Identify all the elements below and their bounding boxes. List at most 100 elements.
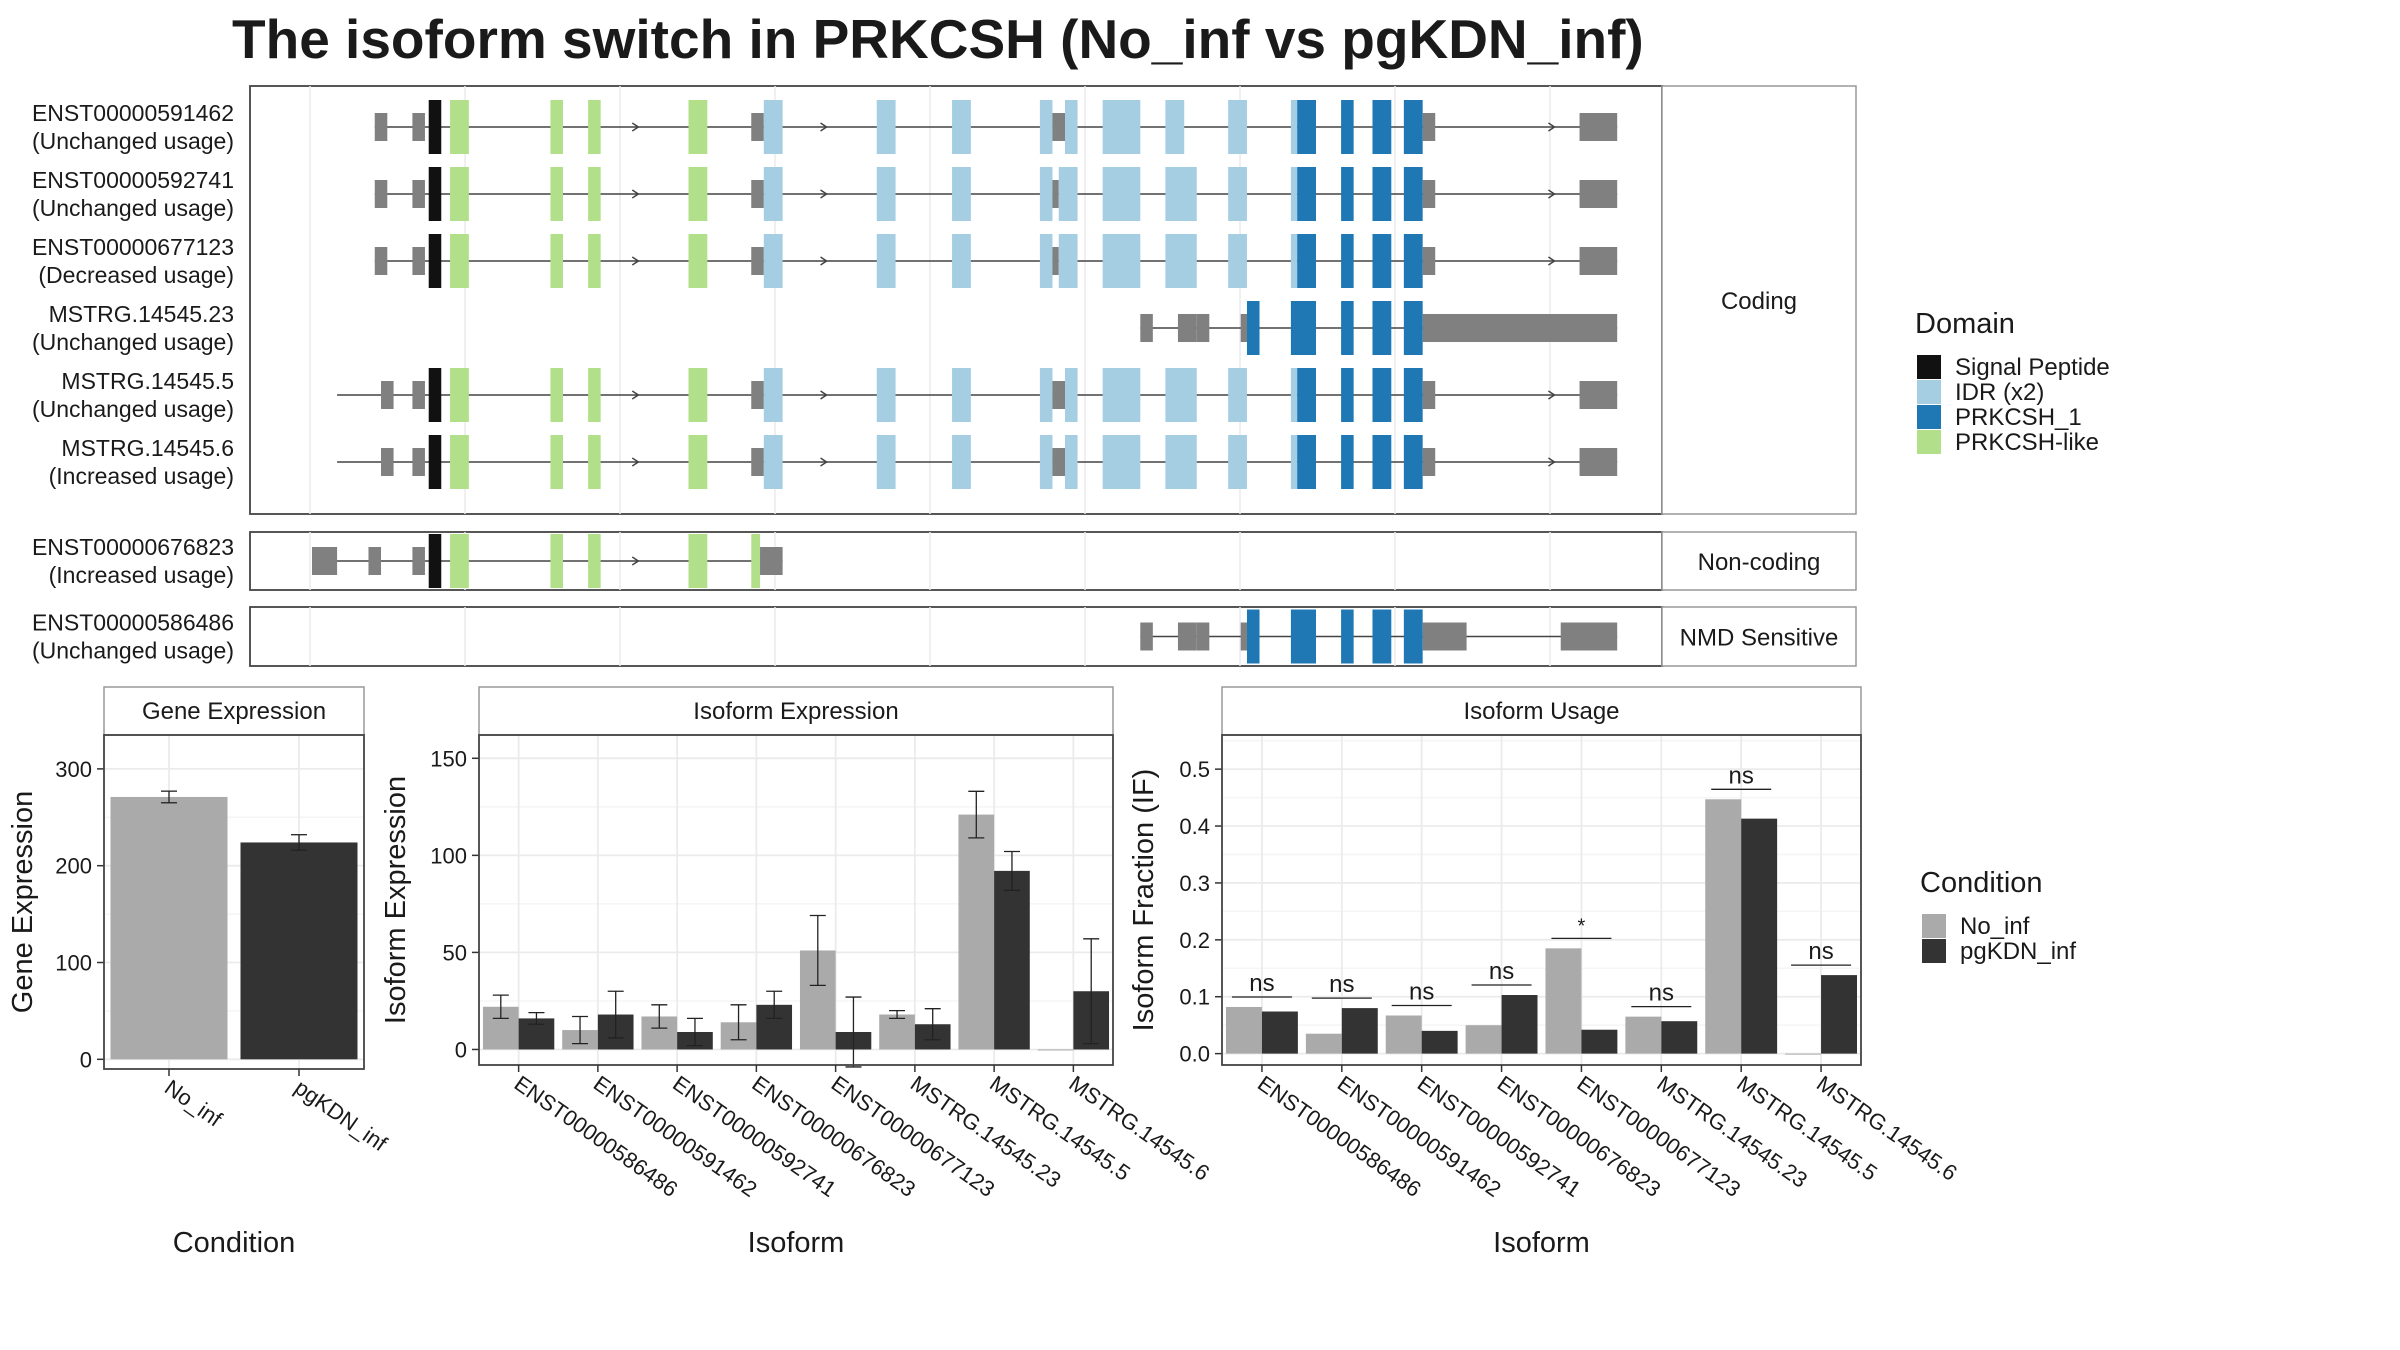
utr-exon xyxy=(1422,180,1436,208)
domain-exon-idr-x2 xyxy=(1165,234,1197,288)
strand-arrow xyxy=(1548,256,1556,266)
y-tick-label: 0.1 xyxy=(1179,985,1210,1010)
isoform-usage-panel: Isoform Usage 0.0 0.1 0.2 0.3 0.4 0.5 ns ns ns ns *… xyxy=(1128,686,1962,1259)
y-tick-label: 0 xyxy=(80,1047,92,1072)
utr-exon xyxy=(751,180,764,208)
domain-exon-prkcsh-like xyxy=(588,167,601,221)
utr-exon xyxy=(374,247,388,275)
figure-title: The isoform switch in PRKCSH (No_inf vs … xyxy=(232,8,1644,70)
domain-exon-prkcsh-1 xyxy=(1341,100,1354,154)
domain-exon-prkcsh-1 xyxy=(1341,435,1354,489)
utr-exon xyxy=(1240,622,1247,651)
domain-exon-prkcsh-like xyxy=(688,234,708,288)
y-tick-label: 0.2 xyxy=(1179,928,1210,953)
strip-label: Isoform Usage xyxy=(1463,698,1619,725)
x-axis-title: Isoform xyxy=(748,1227,845,1259)
bar xyxy=(1465,1025,1502,1054)
strip-label: Gene Expression xyxy=(142,698,326,725)
domain-exon-idr-x2 xyxy=(1290,167,1298,221)
transcript-id-label: ENST00000677123 xyxy=(32,234,234,260)
domain-exon-idr-x2 xyxy=(1165,368,1197,422)
domain-exon-prkcsh-1 xyxy=(1341,368,1354,422)
domain-exon-idr-x2 xyxy=(952,435,971,489)
transcript-enst00000586486: ENST00000586486(Unchanged usage) xyxy=(32,609,1618,664)
significance-label: ns xyxy=(1649,980,1674,1007)
domain-exon-prkcsh-like xyxy=(688,167,708,221)
domain-exon-prkcsh-like xyxy=(688,368,708,422)
strip-box xyxy=(478,686,1114,736)
domain-exon-idr-x2 xyxy=(1039,167,1053,221)
utr-exon xyxy=(1052,180,1059,208)
y-tick-label: 300 xyxy=(55,757,92,782)
strip-label: Non-coding xyxy=(1698,549,1821,576)
strip-label: NMD Sensitive xyxy=(1680,625,1839,652)
domain-exon-prkcsh-1 xyxy=(1297,100,1316,154)
y-tick-label: 0.4 xyxy=(1179,814,1210,839)
domain-exon-idr-x2 xyxy=(763,167,783,221)
strip-box xyxy=(1661,531,1857,591)
y-tick-label: 100 xyxy=(430,843,467,868)
domain-exon-prkcsh-like xyxy=(450,534,469,588)
domain-exon-prkcsh-1 xyxy=(1403,100,1423,154)
domain-exon-signal-peptide xyxy=(428,368,442,422)
domain-exon-idr-x2 xyxy=(1228,234,1247,288)
domain-exon-idr-x2 xyxy=(1065,368,1078,422)
isoform-expression-panel: Isoform Expression050100150ENST000005864… xyxy=(380,686,1214,1259)
transcript-usage-label: (Increased usage) xyxy=(49,463,234,489)
strip-label: Isoform Expression xyxy=(693,698,898,725)
transcript-enst00000592741: ENST00000592741(Unchanged usage) xyxy=(32,167,1618,221)
domain-exon-prkcsh-1 xyxy=(1372,301,1392,355)
domain-exon-idr-x2 xyxy=(1165,100,1185,154)
transcript-enst00000677123: ENST00000677123(Decreased usage) xyxy=(32,234,1618,288)
y-tick-label: 0.5 xyxy=(1179,757,1210,782)
structure-panel-nmd-sensitive: NMD Sensitive ENST00000586486(Unchanged u… xyxy=(32,606,1857,667)
structure-panel-non-coding: Non-coding ENST00000676823(Increased usag… xyxy=(32,531,1857,591)
domain-exon-prkcsh-like xyxy=(450,100,469,154)
bar xyxy=(958,814,995,1050)
utr-exon xyxy=(381,381,394,409)
domain-exon-prkcsh-like xyxy=(688,435,708,489)
bar xyxy=(1225,1006,1262,1054)
y-tick-label: 150 xyxy=(430,746,467,771)
domain-exon-prkcsh-like xyxy=(550,534,563,588)
panel-border xyxy=(478,734,1114,1066)
panel-border xyxy=(1221,734,1862,1066)
bar xyxy=(1625,1016,1662,1054)
utr-exon xyxy=(368,547,382,575)
domain-exon-signal-peptide xyxy=(428,435,442,489)
significance-label: ns xyxy=(1489,958,1514,985)
strip-box xyxy=(1661,85,1857,515)
domain-exon-prkcsh-like xyxy=(688,100,708,154)
domain-exon-idr-x2 xyxy=(1102,100,1141,154)
strand-arrow xyxy=(820,256,828,266)
legend-key-prkcsh-1 xyxy=(1917,405,1941,429)
bar xyxy=(1741,818,1778,1054)
domain-exon-idr-x2 xyxy=(763,234,783,288)
domain-exon-prkcsh-1 xyxy=(1372,167,1392,221)
bar xyxy=(110,796,228,1060)
utr-exon xyxy=(1579,180,1618,208)
utr-exon xyxy=(1052,448,1065,476)
gene-expression-panel: Gene Expression 0 100 200 300 No_inf pgKDN_inf… xyxy=(7,686,392,1259)
utr-exon xyxy=(1140,622,1153,651)
y-axis-title: Isoform Fraction (IF) xyxy=(1128,769,1160,1032)
domain-exon-idr-x2 xyxy=(763,435,783,489)
domain-exon-idr-x2 xyxy=(1065,100,1078,154)
strand-arrow xyxy=(631,556,640,566)
x-tick-label: MSTRG.14545.6 xyxy=(1812,1071,1962,1186)
utr-exon xyxy=(1579,381,1618,409)
domain-exon-prkcsh-like xyxy=(450,167,469,221)
y-tick-label: 0.3 xyxy=(1179,871,1210,896)
panel-border xyxy=(103,734,365,1070)
domain-exon-prkcsh-1 xyxy=(1372,435,1392,489)
bar xyxy=(1501,995,1538,1054)
domain-exon-prkcsh-1 xyxy=(1372,234,1392,288)
domain-exon-prkcsh-1 xyxy=(1290,609,1316,664)
utr-exon xyxy=(1560,622,1618,651)
domain-exon-idr-x2 xyxy=(1228,368,1247,422)
domain-exon-prkcsh-1 xyxy=(1297,167,1316,221)
bar xyxy=(1785,1053,1822,1055)
utr-exon xyxy=(751,448,764,476)
